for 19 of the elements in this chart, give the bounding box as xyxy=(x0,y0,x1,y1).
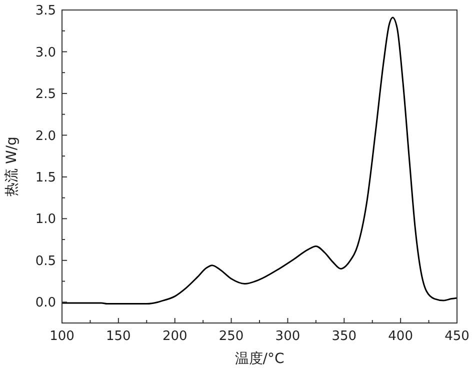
y-tick-label: 3.5 xyxy=(35,4,56,19)
x-tick-label: 150 xyxy=(106,329,131,344)
y-tick-label: 1.0 xyxy=(35,212,56,228)
x-tick-label: 350 xyxy=(332,329,357,344)
y-tick-label: 0.0 xyxy=(35,296,56,311)
x-tick-label: 200 xyxy=(162,329,188,344)
y-tick-label: 1.5 xyxy=(35,170,56,186)
y-tick-label: 0.5 xyxy=(35,254,56,269)
x-tick-label: 400 xyxy=(388,329,413,344)
line-series xyxy=(61,16,458,305)
x-axis-title: 温度/°C xyxy=(234,351,284,367)
y-tick-label: 3.0 xyxy=(35,45,56,60)
y-tick-label: 2.0 xyxy=(35,128,56,144)
x-tick-label: 450 xyxy=(444,329,470,344)
y-axis-title: 热流 W/g xyxy=(4,136,20,196)
x-tick-label: 100 xyxy=(50,329,74,344)
x-tick-label: 250 xyxy=(218,329,244,344)
x-tick-label: 300 xyxy=(275,329,300,344)
y-tick-label: 2.5 xyxy=(35,87,56,102)
